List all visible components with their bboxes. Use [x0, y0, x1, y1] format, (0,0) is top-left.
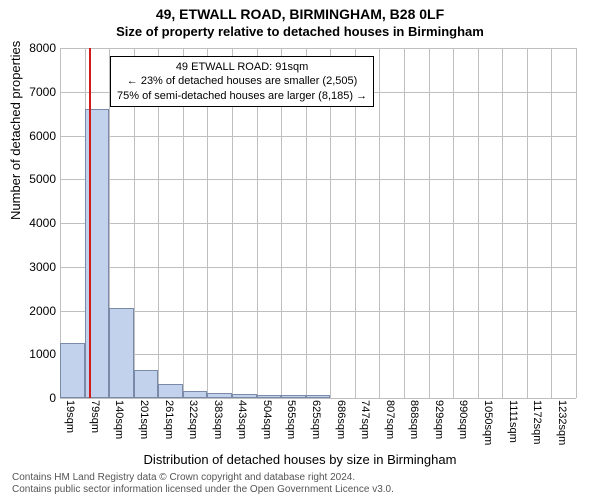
xtick-label: 1050sqm — [482, 400, 494, 445]
xtick-label: 443sqm — [236, 400, 248, 439]
xtick-label: 1172sqm — [531, 400, 543, 444]
xtick-label: 140sqm — [113, 400, 125, 439]
xtick-label: 504sqm — [261, 400, 273, 439]
xtick-label: 747sqm — [359, 400, 371, 439]
grid-line-v — [576, 48, 577, 398]
xtick-label: 19sqm — [64, 400, 76, 433]
xtick-label: 79sqm — [89, 400, 101, 433]
title-main: 49, ETWALL ROAD, BIRMINGHAM, B28 0LF — [0, 0, 600, 22]
footer: Contains HM Land Registry data © Crown c… — [12, 472, 394, 496]
xtick-label: 565sqm — [285, 400, 297, 439]
ytick-label: 6000 — [16, 129, 56, 143]
chart-container: 49, ETWALL ROAD, BIRMINGHAM, B28 0LF Siz… — [0, 0, 600, 500]
xtick-label: 322sqm — [187, 400, 199, 439]
xtick-label: 1232sqm — [556, 400, 568, 445]
annotation-line1: 49 ETWALL ROAD: 91sqm — [117, 60, 367, 74]
xtick-label: 625sqm — [310, 400, 322, 439]
ytick-label: 3000 — [16, 260, 56, 274]
xtick-label: 201sqm — [138, 400, 150, 439]
plot-area: 49 ETWALL ROAD: 91sqm ← 23% of detached … — [60, 48, 576, 398]
ytick-label: 1000 — [16, 347, 56, 361]
ytick-label: 4000 — [16, 216, 56, 230]
annotation-line3: 75% of semi-detached houses are larger (… — [117, 89, 367, 103]
x-axis-label: Distribution of detached houses by size … — [0, 452, 600, 467]
xtick-label: 807sqm — [384, 400, 396, 439]
ytick-label: 8000 — [16, 41, 56, 55]
ytick-label: 0 — [16, 391, 56, 405]
xtick-label: 383sqm — [212, 400, 224, 439]
footer-line1: Contains HM Land Registry data © Crown c… — [12, 472, 394, 484]
title-sub: Size of property relative to detached ho… — [0, 22, 600, 39]
footer-line2: Contains public sector information licen… — [12, 484, 394, 496]
xtick-label: 1111sqm — [507, 400, 519, 443]
grid-line-h — [60, 398, 576, 399]
annotation-box: 49 ETWALL ROAD: 91sqm ← 23% of detached … — [110, 56, 374, 107]
xtick-label: 868sqm — [408, 400, 420, 439]
xtick-label: 929sqm — [433, 400, 445, 439]
xtick-label: 686sqm — [335, 400, 347, 439]
xtick-label: 990sqm — [457, 400, 469, 439]
ytick-label: 2000 — [16, 304, 56, 318]
xtick-label: 261sqm — [163, 400, 175, 439]
annotation-line2: ← 23% of detached houses are smaller (2,… — [117, 74, 367, 88]
highlight-marker — [89, 48, 91, 398]
ytick-label: 7000 — [16, 85, 56, 99]
ytick-label: 5000 — [16, 172, 56, 186]
